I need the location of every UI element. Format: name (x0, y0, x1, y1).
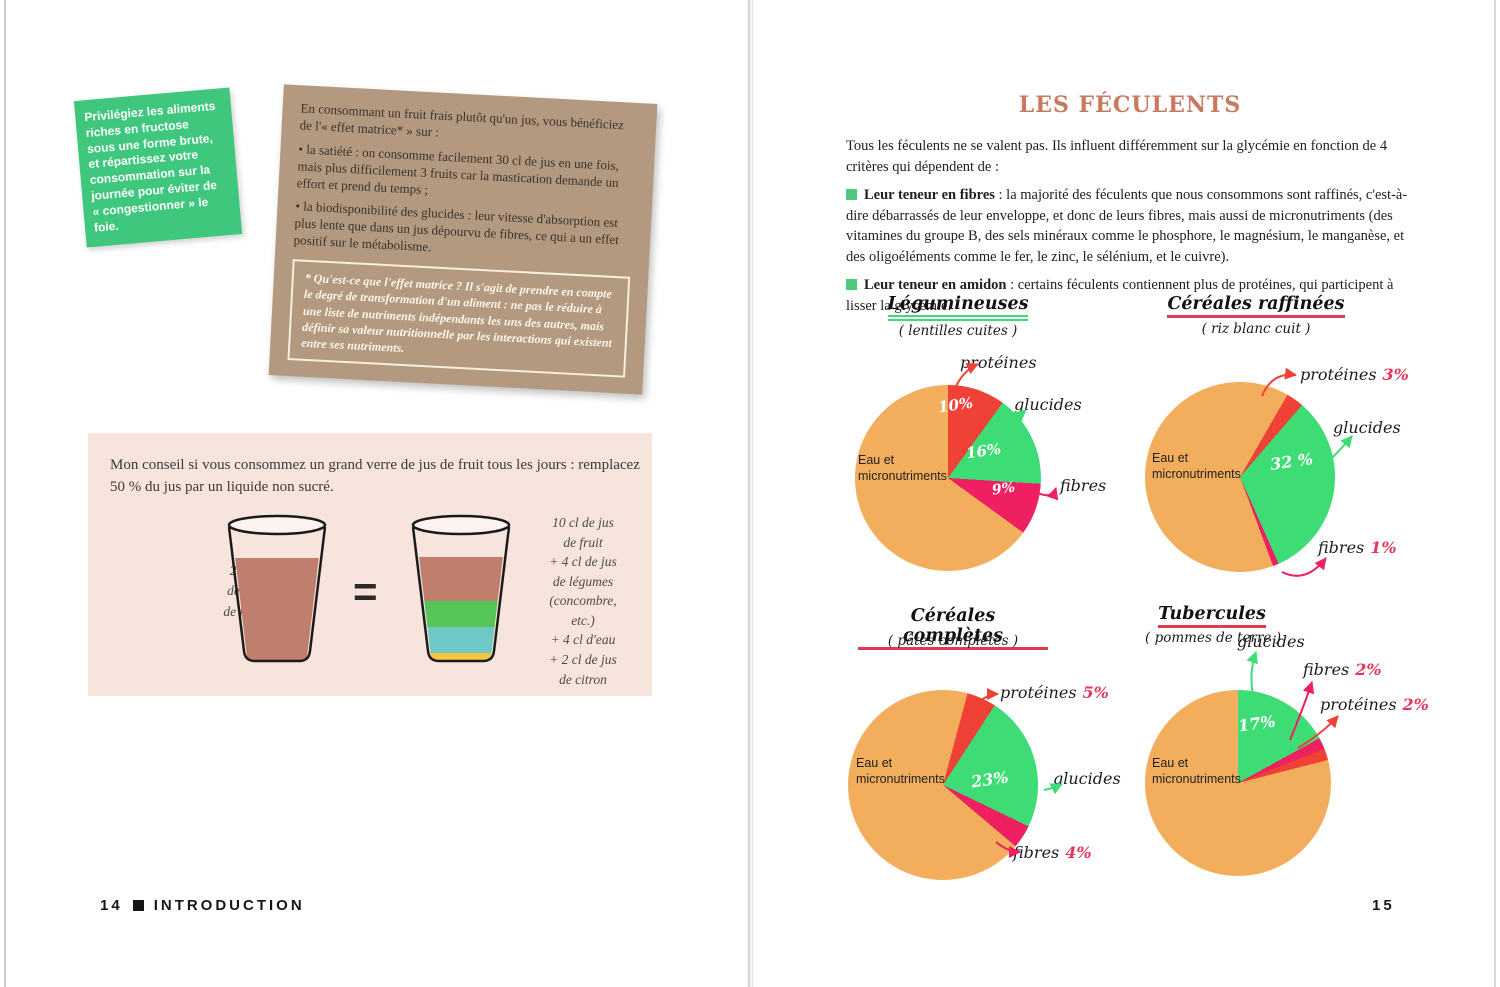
fruit-juice-layer (416, 557, 506, 601)
label-fibres: fibres 2% (1303, 660, 1382, 679)
bullet-amidon-lead: Leur teneur en amidon (864, 277, 1007, 294)
right-page-number: 15 (1372, 897, 1395, 914)
label-fibres: fibres 1% (1318, 538, 1397, 557)
label-glucides: glucides (1053, 769, 1121, 788)
bullet-amidon: Leur teneur en amidon : certains féculen… (846, 275, 1420, 316)
chart-title-cereales-raffinees: Céréales raffinées (1166, 294, 1346, 318)
arrow-fibres (1281, 557, 1327, 577)
label-proteines: protéines 5% (1000, 683, 1109, 702)
page-gutter-seam (747, 0, 754, 987)
page-right-edge (1494, 0, 1496, 987)
kraft-paper-card: En consommant un fruit frais plutôt qu'u… (268, 84, 658, 395)
label-glucides: glucides (1237, 632, 1305, 651)
arrow-glucides (1329, 435, 1353, 461)
body-text: Tous les féculents ne se valent pas. Ils… (846, 136, 1420, 325)
left-page-number: 14 (100, 897, 123, 914)
bullet-fibres-text: : la majorité des féculents que nous con… (846, 187, 1408, 265)
kraft-bullet-satiete: la satiété : on consomme facilement 30 c… (296, 141, 636, 209)
center-label-eau: Eau et micronutriments (1152, 756, 1241, 787)
right-glass-label: 10 cl de jus de fruit + 4 cl de jus de l… (549, 515, 617, 687)
bullet-amidon-text: : certains féculents contiennent plus de… (846, 277, 1394, 315)
label-fibres: fibres (1060, 476, 1107, 495)
label-glucides: glucides (1014, 395, 1082, 414)
juice-layer (232, 558, 322, 660)
effet-matrice-footnote: * Qu'est-ce que l'effet matrice ? Il s'a… (287, 259, 631, 378)
chart-subtitle-tubercules: ( pommes de terre ) (1145, 630, 1281, 646)
pie-chart-cereales-raffinees (1145, 382, 1335, 572)
vegetable-juice-layer (416, 601, 506, 627)
label-proteines: protéines (960, 353, 1037, 372)
sticky-note: Privilégiez les aliments riches en fruct… (73, 87, 243, 248)
chart-subtitle-cereales-completes: ( pâtes complètes ) (887, 633, 1019, 649)
equals-sign: = (353, 568, 378, 615)
kraft-bullet-biodisponibilite: la biodisponibilité des glucides : leur … (293, 199, 633, 267)
section-title: INTRODUCTION (153, 897, 305, 914)
bullet-fibres: Leur teneur en fibres : la majorité des … (846, 185, 1420, 267)
label-proteines: protéines 3% (1300, 365, 1409, 384)
chart-subtitle-legumineuses: ( lentilles cuites ) (898, 323, 1018, 339)
advice-text: Mon conseil si vous consommez un grand v… (110, 457, 640, 495)
slice-pct-fibres: 9% (990, 479, 1017, 499)
intro-paragraph: Tous les féculents ne se valent pas. Ils… (846, 138, 1388, 175)
right-page-footer: 15 (1372, 897, 1395, 914)
chart-title-legumineuses: Légumineuses (868, 294, 1048, 321)
water-layer (416, 627, 506, 653)
page-title: LES FÉCULENTS (1018, 92, 1242, 118)
footer-separator-square (132, 900, 144, 911)
lemon-juice-layer (416, 653, 506, 660)
left-page-footer: 14 INTRODUCTION (100, 897, 305, 914)
green-square-bullet-icon (846, 279, 857, 291)
label-glucides: glucides (1333, 418, 1401, 437)
chart-title-cereales-completes: Céréales complètes (858, 606, 1048, 650)
center-label-eau: Eau et micronutriments (856, 756, 945, 787)
page-left-edge (4, 0, 6, 987)
chart-subtitle-cereales-raffinees: ( riz blanc cuit ) (1201, 321, 1311, 337)
green-square-bullet-icon (846, 189, 857, 201)
juice-glass-full-illustration (227, 514, 327, 663)
center-label-eau: Eau et micronutriments (1152, 451, 1241, 482)
label-fibres: fibres 4% (1013, 843, 1092, 862)
bullet-fibres-lead: Leur teneur en fibres (864, 187, 995, 204)
chart-title-tubercules: Tubercules (1132, 604, 1292, 628)
advice-box: Mon conseil si vous consommez un grand v… (88, 433, 652, 696)
center-label-eau: Eau et micronutriments (858, 453, 947, 484)
label-proteines: protéines 2% (1320, 695, 1429, 714)
juice-glass-layered-illustration (411, 514, 511, 663)
